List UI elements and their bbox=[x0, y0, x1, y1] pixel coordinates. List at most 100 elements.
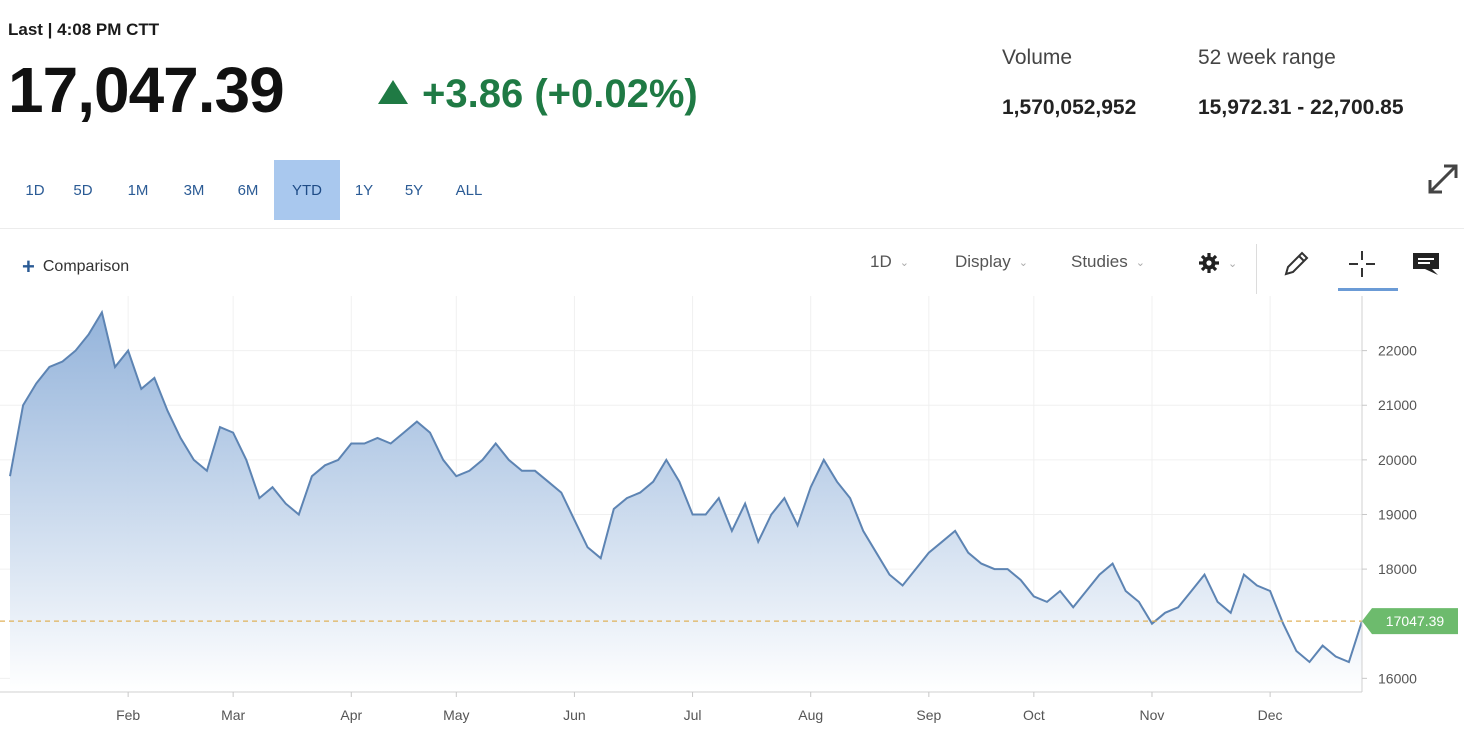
expand-icon[interactable] bbox=[1424, 160, 1462, 198]
data-point bbox=[1309, 661, 1311, 663]
data-point bbox=[652, 481, 654, 483]
price-chart[interactable]: 22000 21000 20000 19000 18000 16000 Feb Mar Apr… bbox=[0, 296, 1464, 746]
data-point bbox=[403, 432, 405, 434]
y-tick-label: 16000 bbox=[1378, 670, 1417, 686]
studies-dropdown[interactable]: Studies ⌄ bbox=[1071, 252, 1145, 272]
y-tick-label: 18000 bbox=[1378, 561, 1417, 577]
data-point bbox=[980, 563, 982, 565]
active-tool-indicator bbox=[1338, 288, 1398, 291]
data-point bbox=[508, 459, 510, 461]
data-point bbox=[705, 514, 707, 516]
data-point bbox=[75, 350, 77, 352]
data-point bbox=[1204, 574, 1206, 576]
x-axis: Feb Mar Apr May Jun Jul Aug Sep Oct Nov Dec bbox=[0, 691, 1362, 723]
x-tick-label: Jun bbox=[563, 707, 586, 723]
x-tick-label: Nov bbox=[1140, 707, 1165, 723]
x-tick-label: May bbox=[443, 707, 469, 723]
last-price-badge-label: 17047.39 bbox=[1386, 613, 1445, 629]
comparison-button[interactable]: + Comparison bbox=[22, 256, 129, 278]
y-tick-label: 21000 bbox=[1378, 397, 1417, 413]
data-point bbox=[1295, 650, 1297, 652]
data-point bbox=[994, 568, 996, 570]
data-point bbox=[1112, 563, 1114, 565]
last-price-badge-bg bbox=[1362, 608, 1458, 635]
range-1y[interactable]: 1Y bbox=[354, 181, 374, 199]
data-point bbox=[429, 432, 431, 434]
data-point bbox=[1099, 574, 1101, 576]
data-point bbox=[442, 459, 444, 461]
x-tick-label: Feb bbox=[116, 707, 140, 723]
data-point bbox=[1256, 585, 1258, 587]
data-point bbox=[258, 497, 260, 499]
data-point bbox=[272, 486, 274, 488]
data-point bbox=[587, 546, 589, 548]
crosshair-icon[interactable] bbox=[1346, 248, 1378, 280]
data-point bbox=[534, 470, 536, 472]
data-point bbox=[613, 508, 615, 510]
data-point bbox=[823, 459, 825, 461]
data-point bbox=[1125, 590, 1127, 592]
data-point bbox=[889, 574, 891, 576]
data-point bbox=[455, 475, 457, 477]
price-change-value: +3.86 (+0.02%) bbox=[422, 72, 698, 116]
last-trade-label: Last | 4:08 PM CTT bbox=[8, 20, 160, 39]
data-point bbox=[1322, 645, 1324, 647]
x-tick-label: Mar bbox=[221, 707, 245, 723]
range-1m[interactable]: 1M bbox=[127, 181, 149, 199]
data-point bbox=[849, 497, 851, 499]
x-tick-label: Sep bbox=[916, 707, 941, 723]
header-divider bbox=[0, 228, 1464, 229]
settings-dropdown[interactable]: ⌄ bbox=[1198, 252, 1237, 274]
range-all[interactable]: ALL bbox=[455, 181, 483, 199]
data-point bbox=[167, 410, 169, 412]
data-point bbox=[101, 311, 103, 313]
data-point bbox=[114, 366, 116, 368]
data-point bbox=[626, 497, 628, 499]
data-point bbox=[810, 486, 812, 488]
data-point bbox=[416, 421, 418, 423]
data-point bbox=[1033, 595, 1035, 597]
data-point bbox=[862, 530, 864, 532]
range-5d[interactable]: 5D bbox=[73, 181, 93, 199]
data-point bbox=[219, 426, 221, 428]
range-1d[interactable]: 1D bbox=[25, 181, 45, 199]
gear-icon bbox=[1199, 253, 1219, 273]
data-point bbox=[48, 366, 50, 368]
data-point bbox=[153, 377, 155, 379]
data-point bbox=[495, 443, 497, 445]
pencil-icon[interactable] bbox=[1280, 248, 1312, 280]
data-point bbox=[88, 333, 90, 335]
display-dropdown[interactable]: Display ⌄ bbox=[955, 252, 1028, 272]
data-point bbox=[298, 514, 300, 516]
range-3m[interactable]: 3M bbox=[183, 181, 205, 199]
data-point bbox=[140, 388, 142, 390]
data-point bbox=[1164, 612, 1166, 614]
data-point bbox=[1085, 590, 1087, 592]
chevron-down-icon: ⌄ bbox=[899, 256, 909, 269]
data-point bbox=[600, 557, 602, 559]
data-point bbox=[193, 459, 195, 461]
range-6m[interactable]: 6M bbox=[237, 181, 259, 199]
interval-dropdown[interactable]: 1D ⌄ bbox=[870, 252, 909, 272]
range-5y[interactable]: 5Y bbox=[404, 181, 424, 199]
week-range-label: 52 week range bbox=[1198, 46, 1336, 69]
x-tick-label: Apr bbox=[340, 707, 362, 723]
data-point bbox=[1177, 606, 1179, 608]
data-point bbox=[954, 530, 956, 532]
range-ytd[interactable]: YTD bbox=[274, 160, 340, 220]
data-point bbox=[1138, 601, 1140, 603]
data-point bbox=[639, 492, 641, 494]
data-point bbox=[232, 432, 234, 434]
data-point bbox=[902, 585, 904, 587]
price-change: +3.86 (+0.02%) bbox=[378, 74, 698, 114]
data-point bbox=[311, 475, 313, 477]
data-point bbox=[22, 404, 24, 406]
toolbar-divider bbox=[1256, 244, 1257, 294]
volume-label: Volume bbox=[1002, 46, 1073, 69]
time-range-selector: 1D 5D 1M 3M 6M YTD 1Y 5Y ALL bbox=[14, 160, 498, 220]
data-point bbox=[1335, 656, 1337, 658]
data-point bbox=[350, 443, 352, 445]
data-point bbox=[127, 350, 129, 352]
data-point bbox=[390, 443, 392, 445]
comment-icon[interactable] bbox=[1410, 248, 1442, 280]
